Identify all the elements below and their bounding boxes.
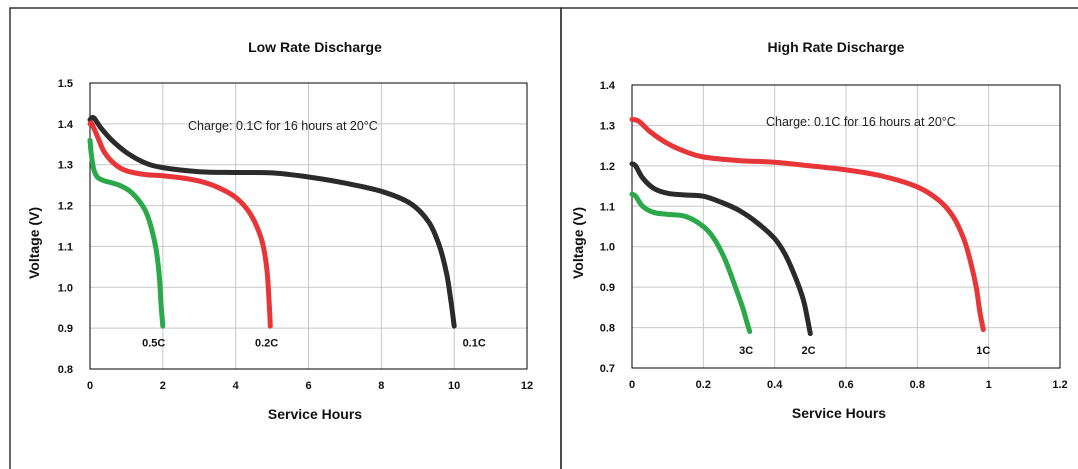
series-0.1C-line xyxy=(87,114,457,329)
x-tick-label: 8 xyxy=(378,380,384,392)
y-tick-label: 1.2 xyxy=(58,201,73,213)
y-tick-label: 1.3 xyxy=(58,160,73,172)
y-axis-title: Voltage (V) xyxy=(570,207,586,279)
x-axis-title: Service Hours xyxy=(268,406,362,422)
y-tick-label: 1.0 xyxy=(58,282,73,294)
left-panel-frame xyxy=(9,7,562,469)
charge-annotation: Charge: 0.1C for 16 hours at 20°C xyxy=(766,115,956,129)
x-tick-label: 4 xyxy=(233,380,240,392)
low-rate-chart: Low Rate Discharge 0.8 0.9 1.0 1.1 1.2 1.3 1.4… xyxy=(26,39,533,422)
x-tick-label: 0.4 xyxy=(767,379,783,391)
x-tick-label: 0.8 xyxy=(910,379,925,391)
y-tick-label: 1.4 xyxy=(58,119,74,131)
y-tick-label: 0.9 xyxy=(58,323,73,335)
series-group xyxy=(87,114,457,329)
high-rate-chart: High Rate Discharge 0.7 0.8 0.9 1.0 1.1 1.2 1.… xyxy=(570,39,1068,421)
x-tick-labels: 0 2 4 6 8 10 12 xyxy=(87,380,533,392)
plot-area xyxy=(89,82,528,370)
x-tick-label: 1 xyxy=(986,379,992,391)
series-1C-line xyxy=(629,116,986,333)
x-tick-label: 6 xyxy=(305,380,311,392)
y-tick-label: 1.4 xyxy=(600,80,616,92)
y-tick-label: 0.8 xyxy=(600,323,615,335)
y-tick-label: 1.0 xyxy=(600,242,615,254)
x-tick-label: 0.2 xyxy=(696,379,711,391)
y-axis-title: Voltage (V) xyxy=(26,207,42,279)
y-tick-label: 1.3 xyxy=(600,120,615,132)
series-group xyxy=(629,116,986,337)
plot-area xyxy=(631,84,1061,369)
curve-label-1C: 1C xyxy=(976,345,990,357)
x-axis-title: Service Hours xyxy=(792,405,886,421)
x-tick-label: 2 xyxy=(160,380,166,392)
y-tick-labels: 0.7 0.8 0.9 1.0 1.1 1.2 1.3 1.4 xyxy=(600,80,616,375)
x-tick-label: 0 xyxy=(87,380,93,392)
x-tick-label: 10 xyxy=(448,380,460,392)
chart-title: High Rate Discharge xyxy=(768,39,905,55)
y-tick-labels: 0.8 0.9 1.0 1.1 1.2 1.3 1.4 1.5 xyxy=(58,78,74,376)
y-tick-label: 0.7 xyxy=(600,363,615,375)
curve-labels: 3C 2C 1C xyxy=(739,345,990,357)
series-0.2C-line xyxy=(87,120,273,329)
x-tick-label: 0 xyxy=(629,379,635,391)
x-tick-labels: 0 0.2 0.4 0.6 0.8 1 1.2 xyxy=(629,379,1068,391)
series-2C-line xyxy=(629,161,813,337)
curve-label-0.2C: 0.2C xyxy=(255,337,278,349)
series-0.5C-line xyxy=(87,137,166,329)
curve-label-0.5C: 0.5C xyxy=(142,337,165,349)
y-tick-label: 1.2 xyxy=(600,161,615,173)
y-tick-label: 0.9 xyxy=(600,282,615,294)
y-tick-label: 1.1 xyxy=(600,201,615,213)
x-tick-label: 1.2 xyxy=(1052,379,1067,391)
curve-labels: 0.5C 0.2C 0.1C xyxy=(142,337,486,349)
charge-annotation: Charge: 0.1C for 16 hours at 20°C xyxy=(188,119,378,133)
chart-title: Low Rate Discharge xyxy=(248,39,382,55)
curve-label-2C: 2C xyxy=(802,345,816,357)
x-tick-label: 0.6 xyxy=(838,379,853,391)
y-tick-label: 1.1 xyxy=(58,241,73,253)
y-tick-label: 1.5 xyxy=(58,78,73,90)
x-tick-label: 12 xyxy=(521,380,533,392)
y-tick-label: 0.8 xyxy=(58,364,73,376)
curve-label-0.1C: 0.1C xyxy=(463,337,486,349)
series-3C-line xyxy=(629,191,753,335)
right-panel-frame xyxy=(560,7,1078,469)
curve-label-3C: 3C xyxy=(739,345,753,357)
